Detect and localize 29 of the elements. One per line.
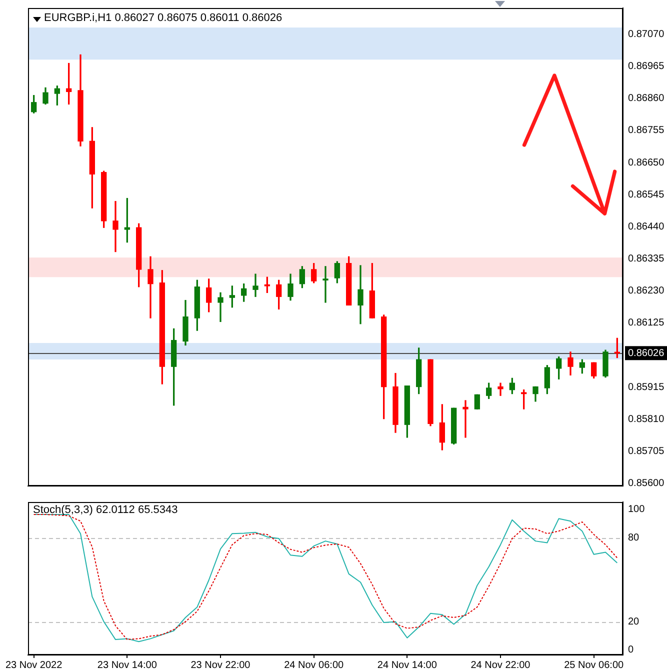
- y-tick-label: 0.86755: [628, 125, 665, 136]
- y-tick-label: 0.86860: [628, 93, 665, 104]
- y-tick-label: 0: [628, 644, 634, 656]
- y-tick-label: 0.86965: [628, 61, 665, 72]
- x-tick-label: 24 Nov 14:00: [377, 660, 438, 671]
- y-tick-label: 0.86440: [628, 221, 665, 232]
- y-tick-label: 0.86230: [628, 286, 665, 297]
- candlestick: [474, 394, 480, 410]
- y-tick-label: 100: [628, 504, 646, 516]
- x-tick-label: 24 Nov 06:00: [284, 660, 344, 671]
- y-tick-label: 0.87070: [628, 29, 665, 40]
- y-tick-label: 0.86650: [628, 157, 665, 168]
- y-tick-label: 0.86125: [628, 318, 665, 329]
- y-tick-label: 0.85915: [628, 382, 665, 393]
- y-tick-label: 0.86545: [628, 189, 665, 200]
- y-tick-label: 80: [628, 532, 640, 544]
- chart-title: Stoch(5,3,3) 62.0112 65.5343: [33, 504, 178, 516]
- x-tick-label: 23 Nov 2022: [5, 660, 63, 671]
- x-tick-label: 23 Nov 22:00: [190, 660, 251, 671]
- y-tick-label: 0.85810: [628, 414, 665, 425]
- y-tick-label: 0.85600: [628, 478, 665, 489]
- y-tick-label: 20: [628, 616, 640, 628]
- y-tick-label: 0.86335: [628, 254, 665, 265]
- chart-title: EURGBP.i,H1 0.86027 0.86075 0.86011 0.86026: [44, 12, 282, 24]
- x-tick-label: 25 Nov 06:00: [564, 660, 624, 671]
- y-tick-label: 0.85705: [628, 446, 665, 457]
- ref-line-label: 0.86026: [628, 348, 665, 359]
- x-tick-label: 23 Nov 14:00: [97, 660, 158, 671]
- x-tick-label: 24 Nov 22:00: [470, 660, 531, 671]
